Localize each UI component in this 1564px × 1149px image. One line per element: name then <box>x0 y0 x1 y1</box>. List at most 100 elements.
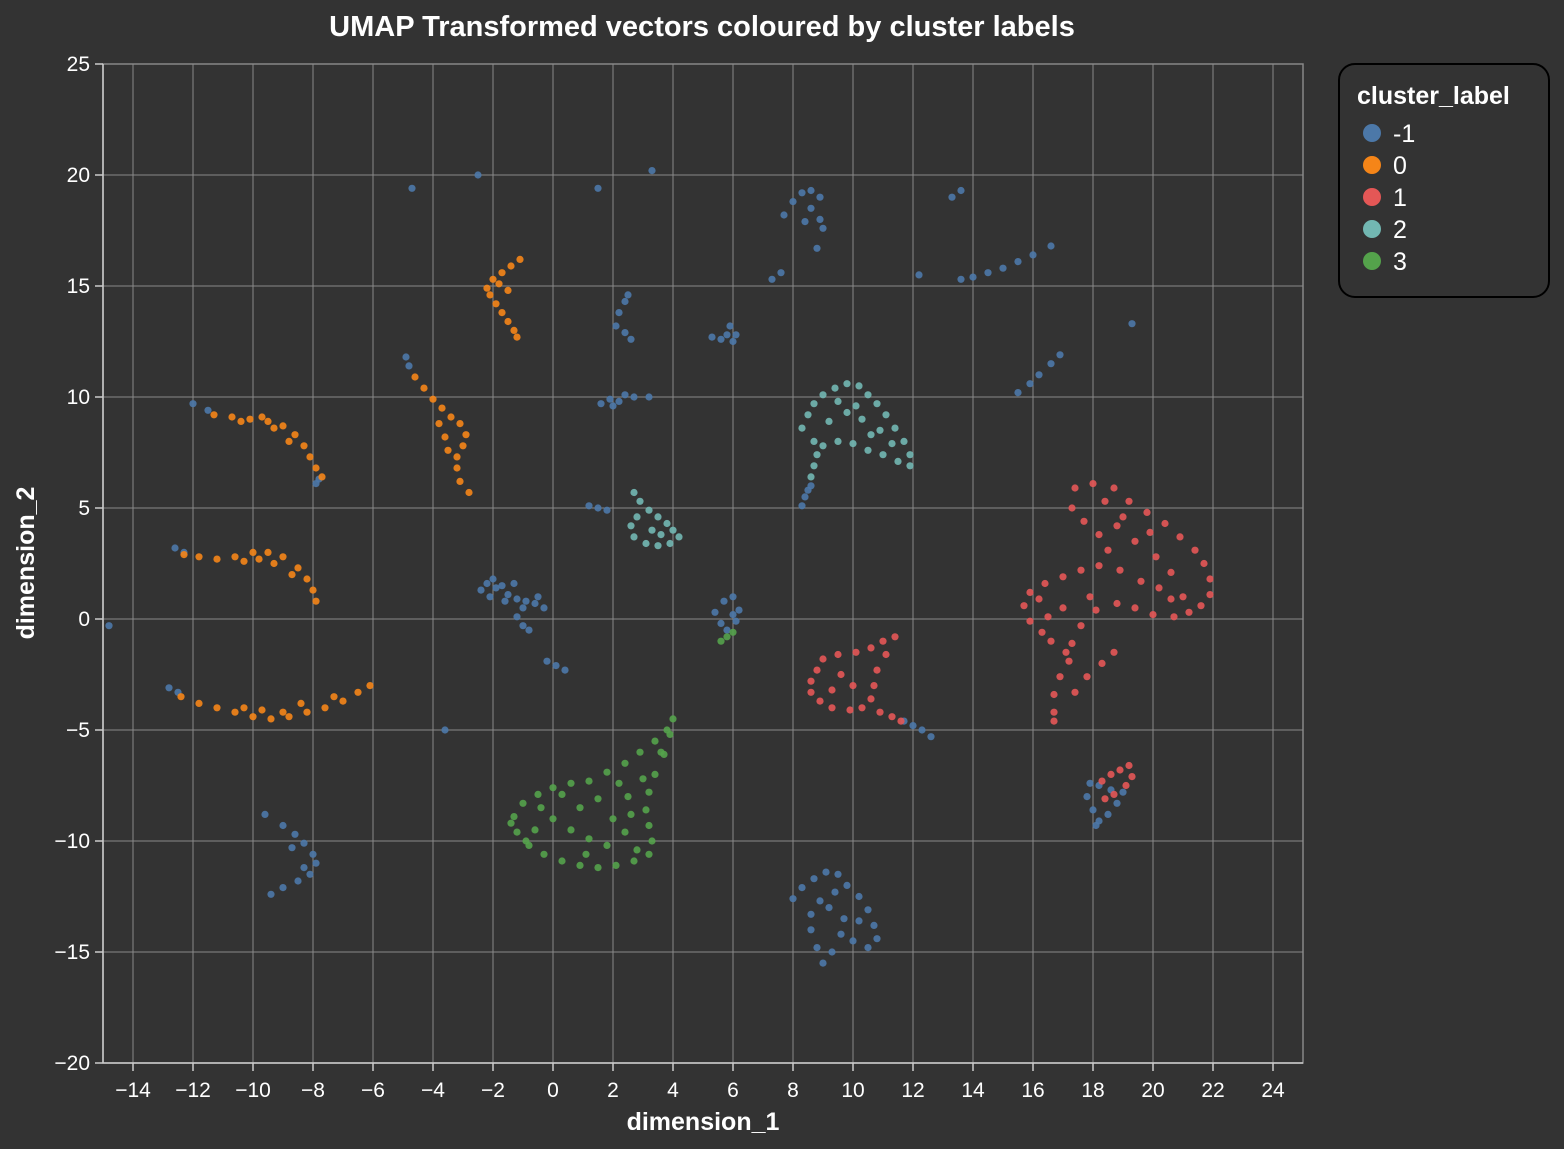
data-point <box>816 193 824 201</box>
data-point <box>1104 810 1112 819</box>
y-axis: −20 −15 −10 −5 0 5 10 15 20 25 <box>54 53 104 1075</box>
data-point <box>543 657 551 665</box>
data-point <box>429 395 437 403</box>
data-point <box>816 897 824 905</box>
data-point <box>1047 637 1055 645</box>
data-point <box>999 264 1007 272</box>
data-point <box>1089 480 1097 488</box>
data-point <box>537 804 545 812</box>
data-point <box>849 682 857 690</box>
data-point <box>834 437 842 445</box>
data-point <box>630 857 638 865</box>
data-point <box>729 593 737 601</box>
data-point <box>906 462 914 470</box>
data-point <box>816 215 824 223</box>
data-point <box>1137 577 1145 585</box>
data-point <box>723 633 731 641</box>
data-point <box>474 171 482 179</box>
data-point <box>447 413 455 421</box>
data-point <box>807 926 815 934</box>
data-point <box>534 593 542 601</box>
data-point <box>1056 351 1064 359</box>
y-tick-label: 5 <box>78 497 90 520</box>
data-point <box>636 748 644 756</box>
data-point <box>633 846 641 854</box>
data-point <box>1077 622 1085 630</box>
data-point <box>882 650 890 659</box>
data-point <box>210 411 218 419</box>
x-tick-label: 24 <box>1261 1079 1285 1102</box>
data-point <box>720 597 728 605</box>
data-point <box>801 493 809 501</box>
data-point <box>1098 659 1106 668</box>
data-point <box>1068 639 1076 648</box>
x-tick-label: 0 <box>547 1079 559 1102</box>
data-point <box>453 453 461 461</box>
data-point <box>402 353 410 361</box>
data-point <box>231 708 239 716</box>
data-point <box>1026 617 1034 625</box>
series--1 <box>105 167 1136 967</box>
data-point <box>1119 788 1127 796</box>
data-point <box>231 553 239 561</box>
data-point <box>828 948 836 956</box>
data-point <box>177 693 185 701</box>
legend-swatch <box>1363 124 1381 142</box>
data-point <box>819 224 827 232</box>
legend-swatch <box>1363 156 1381 174</box>
data-point <box>1071 484 1079 492</box>
data-point <box>540 850 548 858</box>
data-point <box>291 431 299 439</box>
data-point <box>633 513 641 521</box>
data-point <box>603 506 611 514</box>
data-point <box>627 522 635 530</box>
data-point <box>294 564 302 572</box>
y-tick-label: 10 <box>67 386 90 409</box>
data-point <box>654 542 662 550</box>
legend-box <box>1338 63 1550 298</box>
y-axis-title: dimension_2 <box>12 487 40 640</box>
data-point <box>462 431 470 439</box>
x-tick-label: 22 <box>1201 1079 1224 1102</box>
data-point <box>540 604 548 612</box>
data-point <box>867 431 875 439</box>
data-point <box>279 821 287 830</box>
data-point <box>1116 566 1124 574</box>
x-tick-label: −12 <box>175 1079 211 1102</box>
data-point <box>1083 673 1091 681</box>
data-point <box>798 884 806 892</box>
data-point <box>279 553 287 561</box>
legend: cluster_label -1 0 1 2 3 <box>1338 63 1550 298</box>
data-point <box>888 713 896 721</box>
data-point <box>519 799 527 807</box>
data-point <box>606 395 614 403</box>
data-point <box>180 551 188 559</box>
data-point <box>849 937 857 945</box>
data-point <box>624 291 632 299</box>
data-point <box>1056 673 1064 681</box>
data-point <box>585 835 593 843</box>
data-point <box>807 186 815 195</box>
data-point <box>1035 595 1043 603</box>
chart-title: UMAP Transformed vectors coloured by clu… <box>329 11 1075 43</box>
legend-label: 3 <box>1393 248 1407 276</box>
data-point <box>312 464 320 472</box>
data-point <box>1095 531 1103 539</box>
data-point <box>1047 360 1055 368</box>
data-point <box>495 280 503 288</box>
data-point <box>969 273 977 281</box>
legend-label: -1 <box>1393 120 1415 148</box>
data-point <box>948 193 956 201</box>
data-point <box>312 859 320 867</box>
data-point <box>339 697 347 705</box>
data-point <box>723 331 731 339</box>
data-point <box>645 506 653 514</box>
data-point <box>1014 389 1022 397</box>
data-point <box>645 821 653 830</box>
data-point <box>729 611 737 619</box>
x-tick-label: −2 <box>481 1079 505 1102</box>
x-tick-label: −6 <box>361 1079 385 1102</box>
data-point <box>837 930 845 938</box>
x-tick-label: 10 <box>841 1079 864 1102</box>
